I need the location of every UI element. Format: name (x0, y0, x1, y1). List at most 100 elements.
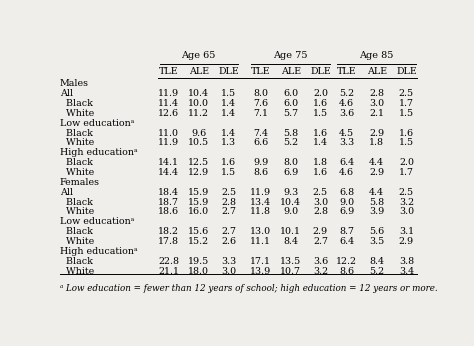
Text: 1.8: 1.8 (313, 158, 328, 167)
Text: 5.2: 5.2 (283, 138, 298, 147)
Text: 1.4: 1.4 (313, 138, 328, 147)
Text: 1.5: 1.5 (221, 168, 236, 177)
Text: 3.0: 3.0 (221, 267, 236, 276)
Text: 10.1: 10.1 (280, 227, 301, 236)
Text: 2.5: 2.5 (399, 188, 414, 197)
Text: 2.1: 2.1 (369, 109, 384, 118)
Text: 4.6: 4.6 (339, 99, 354, 108)
Text: 10.0: 10.0 (188, 99, 210, 108)
Text: White: White (60, 267, 94, 276)
Text: Males: Males (60, 79, 89, 88)
Text: 3.8: 3.8 (399, 257, 414, 266)
Text: 3.1: 3.1 (399, 227, 414, 236)
Text: 6.4: 6.4 (339, 237, 354, 246)
Text: 11.9: 11.9 (158, 138, 179, 147)
Text: 2.5: 2.5 (399, 89, 414, 98)
Text: 1.5: 1.5 (399, 138, 414, 147)
Text: 2.0: 2.0 (399, 158, 414, 167)
Text: 3.0: 3.0 (399, 208, 414, 217)
Text: 2.5: 2.5 (221, 188, 236, 197)
Text: 17.8: 17.8 (158, 237, 179, 246)
Text: 6.0: 6.0 (283, 99, 298, 108)
Text: 11.4: 11.4 (158, 99, 179, 108)
Text: 13.4: 13.4 (250, 198, 271, 207)
Text: ᵃ Low education = fewer than 12 years of school; high education = 12 years or mo: ᵃ Low education = fewer than 12 years of… (60, 284, 438, 293)
Text: 2.8: 2.8 (313, 208, 328, 217)
Text: 11.2: 11.2 (188, 109, 210, 118)
Text: 12.5: 12.5 (188, 158, 210, 167)
Text: 1.6: 1.6 (313, 99, 328, 108)
Text: 3.5: 3.5 (369, 237, 384, 246)
Text: 2.9: 2.9 (369, 129, 384, 138)
Text: 13.5: 13.5 (280, 257, 301, 266)
Text: Black: Black (60, 99, 93, 108)
Text: 1.4: 1.4 (221, 129, 236, 138)
Text: 2.5: 2.5 (313, 188, 328, 197)
Text: White: White (60, 138, 94, 147)
Text: 2.8: 2.8 (221, 198, 236, 207)
Text: White: White (60, 208, 94, 217)
Text: 1.7: 1.7 (399, 99, 414, 108)
Text: 11.0: 11.0 (158, 129, 179, 138)
Text: White: White (60, 237, 94, 246)
Text: 14.4: 14.4 (158, 168, 179, 177)
Text: 12.6: 12.6 (158, 109, 179, 118)
Text: Black: Black (60, 129, 93, 138)
Text: Black: Black (60, 227, 93, 236)
Text: 5.6: 5.6 (369, 227, 384, 236)
Text: Age 75: Age 75 (273, 51, 308, 60)
Text: 1.5: 1.5 (313, 109, 328, 118)
Text: 11.1: 11.1 (250, 237, 271, 246)
Text: 3.3: 3.3 (339, 138, 354, 147)
Text: 3.2: 3.2 (399, 198, 414, 207)
Text: 9.3: 9.3 (283, 188, 298, 197)
Text: 2.8: 2.8 (369, 89, 384, 98)
Text: 5.8: 5.8 (283, 129, 298, 138)
Text: DLE: DLE (218, 67, 239, 76)
Text: 3.9: 3.9 (369, 208, 384, 217)
Text: 10.5: 10.5 (188, 138, 210, 147)
Text: 3.0: 3.0 (313, 198, 328, 207)
Text: 1.5: 1.5 (399, 109, 414, 118)
Text: 15.9: 15.9 (188, 198, 210, 207)
Text: 11.8: 11.8 (250, 208, 271, 217)
Text: 14.1: 14.1 (158, 158, 179, 167)
Text: Black: Black (60, 198, 93, 207)
Text: ALE: ALE (189, 67, 209, 76)
Text: 2.7: 2.7 (221, 208, 236, 217)
Text: 2.7: 2.7 (313, 237, 328, 246)
Text: 18.7: 18.7 (158, 198, 179, 207)
Text: 22.8: 22.8 (158, 257, 179, 266)
Text: Age 65: Age 65 (182, 51, 216, 60)
Text: 18.0: 18.0 (188, 267, 210, 276)
Text: TLE: TLE (251, 67, 270, 76)
Text: 15.2: 15.2 (188, 237, 210, 246)
Text: 9.0: 9.0 (283, 208, 298, 217)
Text: 19.5: 19.5 (188, 257, 210, 266)
Text: 3.2: 3.2 (313, 267, 328, 276)
Text: 8.4: 8.4 (283, 237, 298, 246)
Text: 8.0: 8.0 (283, 158, 298, 167)
Text: 12.2: 12.2 (336, 257, 357, 266)
Text: 11.9: 11.9 (158, 89, 179, 98)
Text: Age 85: Age 85 (359, 51, 393, 60)
Text: 1.7: 1.7 (399, 168, 414, 177)
Text: 3.6: 3.6 (313, 257, 328, 266)
Text: Females: Females (60, 178, 100, 187)
Text: TLE: TLE (159, 67, 179, 76)
Text: 1.6: 1.6 (399, 129, 414, 138)
Text: All: All (60, 188, 73, 197)
Text: 15.9: 15.9 (188, 188, 210, 197)
Text: 4.6: 4.6 (339, 168, 354, 177)
Text: 16.0: 16.0 (188, 208, 210, 217)
Text: 4.5: 4.5 (339, 129, 354, 138)
Text: High educationᵃ: High educationᵃ (60, 247, 137, 256)
Text: 9.0: 9.0 (339, 198, 354, 207)
Text: 6.6: 6.6 (253, 138, 268, 147)
Text: 7.6: 7.6 (253, 99, 268, 108)
Text: Low educationᵃ: Low educationᵃ (60, 119, 134, 128)
Text: 5.2: 5.2 (339, 89, 354, 98)
Text: Low educationᵃ: Low educationᵃ (60, 217, 134, 226)
Text: 21.1: 21.1 (158, 267, 179, 276)
Text: 1.3: 1.3 (221, 138, 236, 147)
